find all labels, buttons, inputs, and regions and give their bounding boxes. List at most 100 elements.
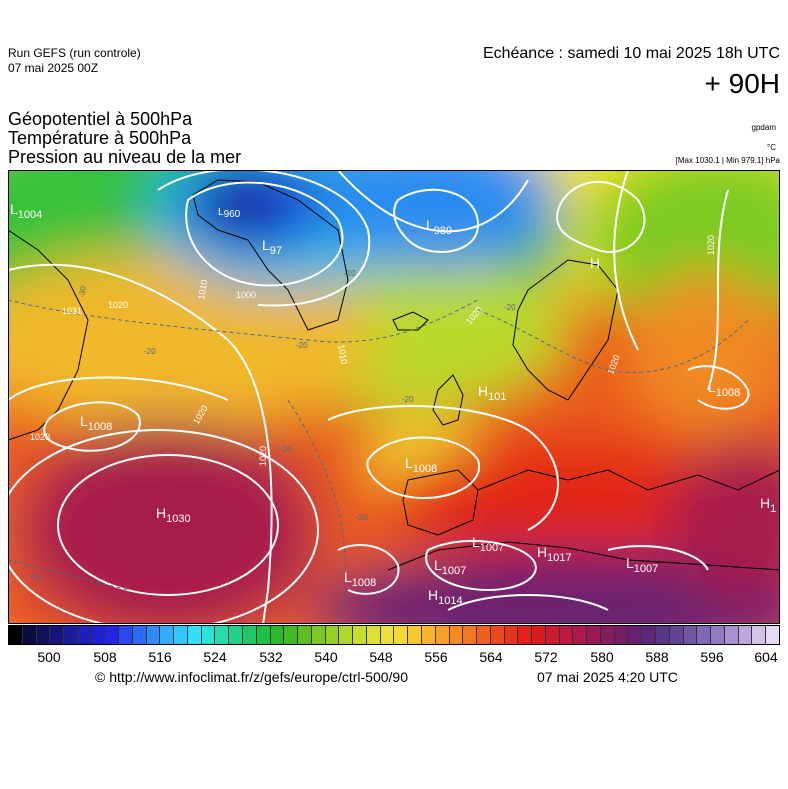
color-scale-tick-label: 556 — [424, 649, 448, 665]
color-scale-swatch — [105, 626, 120, 644]
coastlines — [8, 179, 780, 571]
color-scale-swatch — [738, 626, 753, 644]
weather-map: L1004 L989 L960 L97 L1008 H1030 H1014 L1… — [8, 170, 780, 624]
color-scale-swatch — [449, 626, 464, 644]
color-scale-swatch — [545, 626, 560, 644]
color-scale-swatch — [380, 626, 395, 644]
isotherm-label: -20 — [144, 347, 156, 356]
color-scale-tick-label: 572 — [534, 649, 558, 665]
isotherm-label: -10 — [30, 573, 42, 582]
color-scale-tick-label: 588 — [645, 649, 669, 665]
color-scale-swatch — [532, 626, 546, 644]
color-scale-swatch — [642, 626, 656, 644]
forecast-horizon: + 90H — [704, 68, 781, 99]
isotherm-value-labels: -30 -20 -20 -20 -20 -20 -20 -20 -10 — [30, 269, 516, 582]
center-l-97: L97 — [262, 237, 282, 257]
color-scale-swatch — [160, 626, 175, 644]
param-geopotential: Géopotentiel à 500hPa — [8, 109, 193, 129]
color-scale-swatch — [421, 626, 436, 644]
color-scale-tick-label: 508 — [93, 649, 117, 665]
color-scale-tick-label: 604 — [754, 649, 778, 665]
color-scale-swatch — [490, 626, 505, 644]
color-scale-swatch — [22, 626, 37, 644]
center-l-1007-c: L1007 — [626, 555, 658, 575]
color-scale-tick-label: 516 — [148, 649, 172, 665]
color-scale-tick-label: 500 — [37, 649, 61, 665]
color-scale-swatch — [394, 626, 409, 644]
color-scale-swatch — [325, 626, 340, 644]
isotherm-label: -20 — [296, 341, 308, 350]
param-temperature: Température à 500hPa — [8, 128, 192, 148]
color-scale-tick-label: 580 — [590, 649, 614, 665]
color-scale-swatch — [614, 626, 629, 644]
center-l-1008-morocco: L1008 — [344, 569, 376, 589]
color-scale-swatch — [174, 626, 188, 644]
run-title: Run GEFS (run controle) — [8, 46, 141, 60]
color-scale-swatch — [711, 626, 725, 644]
iberia-coast — [402, 469, 479, 536]
color-scale-swatch — [353, 626, 367, 644]
scandinavia-coast — [512, 259, 619, 401]
color-scale-swatch — [132, 626, 147, 644]
pressure-center-labels: L1004 L989 L960 L97 L1008 H1030 H1014 L1… — [10, 201, 776, 607]
color-scale-swatch — [573, 626, 588, 644]
isobar-label: 1000 — [236, 290, 256, 300]
color-scale-swatch — [119, 626, 133, 644]
color-scale-swatch — [628, 626, 643, 644]
color-scale-tick-label: 548 — [369, 649, 393, 665]
center-l-1008-biscay: L1008 — [405, 455, 437, 475]
color-scale-swatch — [559, 626, 574, 644]
isotherm-label: -20 — [402, 395, 414, 404]
center-l-1004: L1004 — [10, 201, 42, 221]
british-isles-coast — [432, 374, 464, 426]
unit-geopotential: gpdam — [751, 123, 776, 132]
color-scale-swatch — [669, 626, 684, 644]
color-scale-tick-label: 564 — [479, 649, 503, 665]
run-date: 07 mai 2025 00Z — [8, 61, 99, 75]
color-scale-swatch — [683, 626, 698, 644]
isobar-label: 1010 — [336, 344, 349, 365]
color-scale-swatch — [311, 626, 326, 644]
isotherm-label: -20 — [356, 513, 368, 522]
center-l-1008-west: L1008 — [80, 413, 112, 433]
isotherm-label: -20 — [504, 303, 516, 312]
isotherms — [8, 299, 749, 624]
center-h-1014: H1014 — [428, 587, 463, 607]
color-scale-swatch — [284, 626, 299, 644]
generation-time: 07 mai 2025 4:20 UTC — [537, 669, 678, 685]
isobar-label: 1020 — [706, 235, 716, 255]
isobar-label: 1020 — [30, 432, 50, 442]
color-scale-swatch — [752, 626, 767, 644]
center-h-1030: H1030 — [156, 505, 191, 525]
source-credit: © http://www.infoclimat.fr/z/gefs/europe… — [95, 669, 409, 685]
center-l-1008-east: L1008 — [708, 379, 740, 399]
isotherm-label: -20 — [344, 269, 356, 278]
color-scale-tick-label: 532 — [259, 649, 283, 665]
color-scale-swatch — [256, 626, 271, 644]
iceland-coast — [392, 311, 429, 331]
color-scale-tick-label: 540 — [314, 649, 338, 665]
color-scale-swatch — [600, 626, 615, 644]
color-scale-swatch — [187, 626, 202, 644]
north-america-coast — [8, 229, 89, 441]
forecast-valid-time: Echéance : samedi 10 mai 2025 18h UTC — [482, 45, 780, 62]
color-scale-swatch — [463, 626, 478, 644]
color-scale-swatch — [477, 626, 491, 644]
color-scale-swatch — [504, 626, 519, 644]
map-canvas: L1004 L989 L960 L97 L1008 H1030 H1014 L1… — [8, 170, 780, 624]
color-scale-swatch — [146, 626, 161, 644]
color-scale-swatch — [243, 626, 257, 644]
unit-temperature: °C — [767, 143, 776, 152]
color-scale-swatch — [697, 626, 712, 644]
param-pressure: Pression au niveau de la mer — [8, 147, 242, 167]
africa-coast — [387, 541, 780, 571]
color-scale-swatch — [270, 626, 285, 644]
color-scale-swatch — [201, 626, 216, 644]
color-scale-swatch — [587, 626, 601, 644]
color-scale-swatch — [366, 626, 381, 644]
center-h-1017: H1017 — [537, 544, 572, 564]
center-l-1007-a: L1007 — [472, 534, 504, 554]
color-scale-tick-label: 596 — [700, 649, 724, 665]
center-h-1: H1 — [760, 495, 776, 515]
color-scale-swatch — [91, 626, 106, 644]
